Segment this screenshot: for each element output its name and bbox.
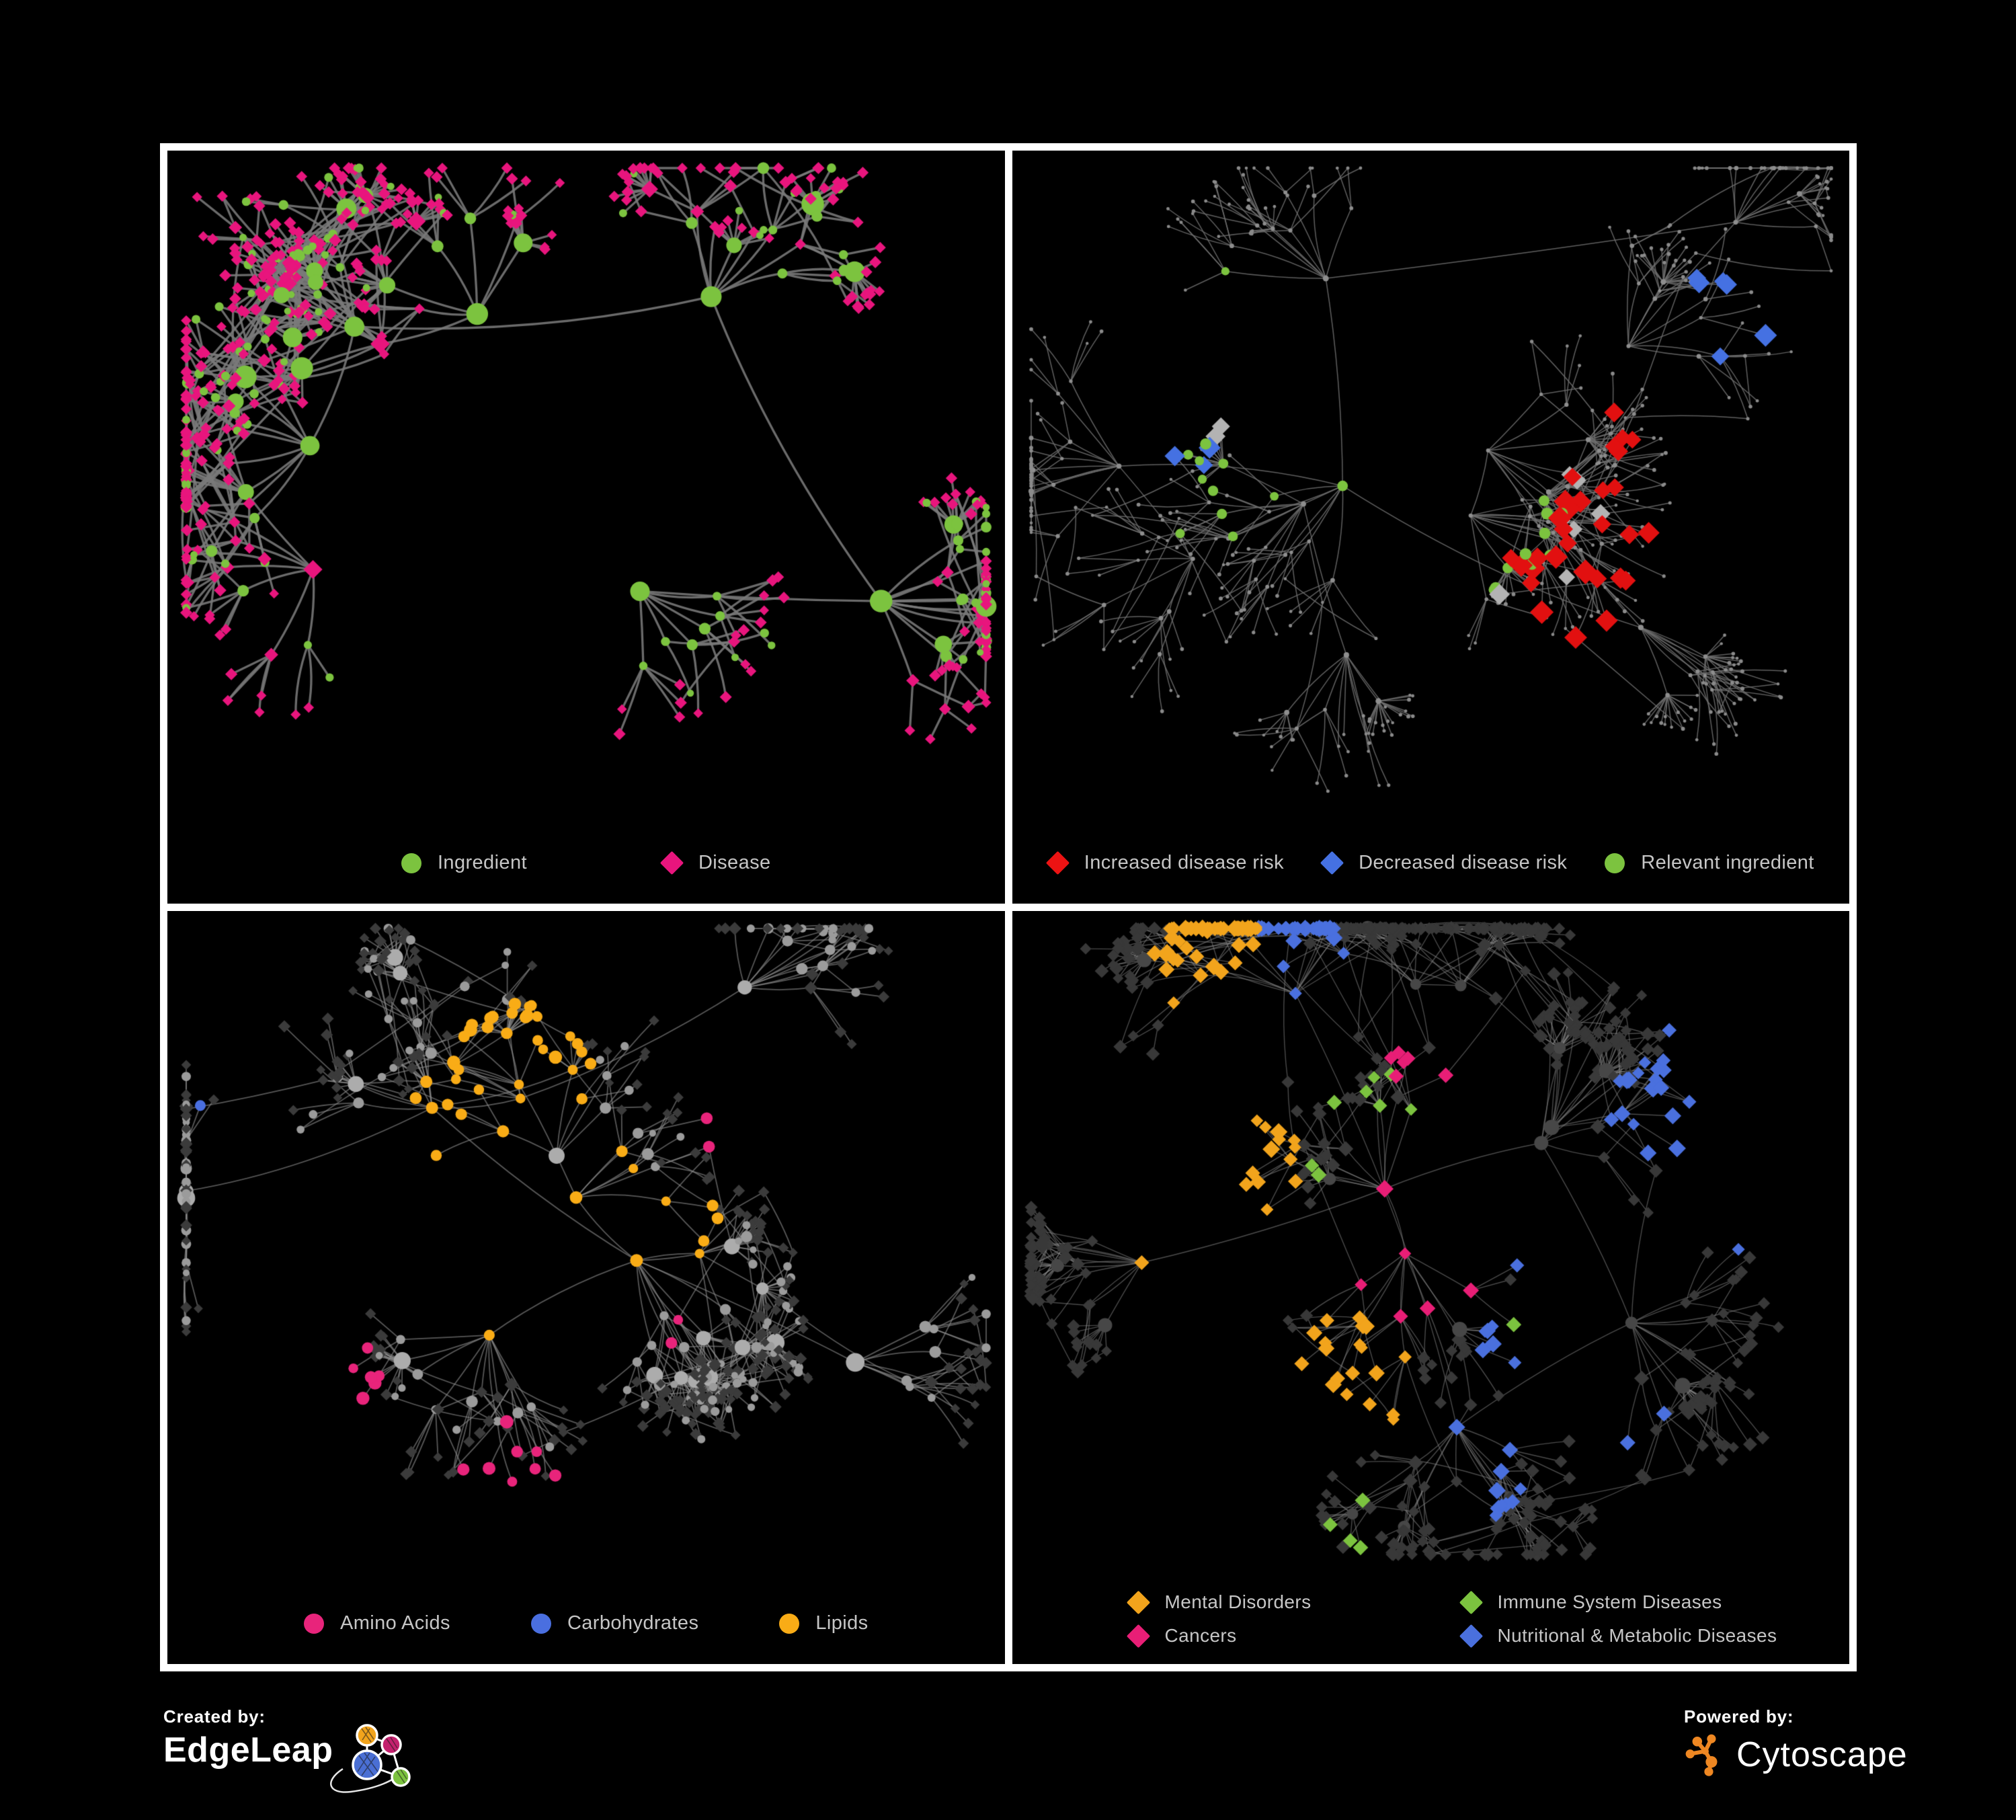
panel-nutrient-classes: Amino Acids Carbohydrates Lipids: [167, 911, 1005, 1664]
legend-label-relevant-ingredient: Relevant ingredient: [1641, 852, 1814, 873]
edgeleap-wordmark: EdgeLeap: [163, 1731, 333, 1770]
legend-label-lipids: Lipids: [815, 1612, 869, 1634]
edgeleap-credit: Created by: EdgeLeap: [163, 1706, 437, 1804]
legend-nutrient-classes: Amino Acids Carbohydrates Lipids: [167, 1612, 1005, 1634]
legend-label-decreased-risk: Decreased disease risk: [1359, 852, 1568, 873]
legend-item-decreased-risk: Decreased disease risk: [1320, 850, 1568, 875]
cytoscape-wordmark: Cytoscape: [1736, 1735, 1908, 1774]
legend-item-immune-system-diseases: Immune System Diseases: [1459, 1590, 1777, 1614]
legend-item-relevant-ingredient: Relevant ingredient: [1605, 852, 1814, 874]
legend-item-ingredient: Ingredient: [401, 852, 527, 874]
cancers-diamond-icon: [1126, 1624, 1150, 1648]
decreased-risk-diamond-icon: [1320, 850, 1344, 875]
legend-label-disease: Disease: [698, 852, 771, 873]
powered-by-label: Powered by:: [1684, 1706, 1794, 1727]
legend-label-mental-disorders: Mental Disorders: [1164, 1591, 1312, 1612]
mental-disorders-diamond-icon: [1126, 1590, 1150, 1614]
nutritional-metabolic-diseases-diamond-icon: [1459, 1624, 1483, 1648]
panel-ingredient-disease: Ingredient Disease: [167, 151, 1005, 904]
carbohydrates-circle-icon: [530, 1613, 551, 1634]
amino-acids-circle-icon: [303, 1613, 324, 1634]
legend-item-carbohydrates: Carbohydrates: [530, 1612, 699, 1634]
network-canvas-ingredient-disease: [167, 151, 1005, 904]
legend-item-cancers: Cancers: [1126, 1624, 1434, 1648]
network-canvas-disease-risk: [1012, 151, 1849, 904]
legend-ingredient-disease: Ingredient Disease: [167, 850, 1005, 875]
legend-disease-categories: Mental Disorders Immune System Diseases …: [1126, 1590, 1777, 1648]
edgeleap-logo-icon: [329, 1724, 411, 1793]
legend-item-mental-disorders: Mental Disorders: [1126, 1590, 1434, 1614]
lipids-circle-icon: [779, 1613, 800, 1634]
panel-disease-categories: Mental Disorders Immune System Diseases …: [1012, 911, 1849, 1664]
panels-grid: Ingredient Disease Increased disease ris…: [160, 143, 1857, 1671]
legend-label-immune-system-diseases: Immune System Diseases: [1497, 1591, 1722, 1612]
legend-item-amino-acids: Amino Acids: [303, 1612, 450, 1634]
legend-item-increased-risk: Increased disease risk: [1045, 850, 1285, 875]
legend-disease-risk: Increased disease risk Decreased disease…: [1012, 850, 1850, 875]
increased-risk-diamond-icon: [1045, 850, 1070, 875]
legend-item-nutritional-metabolic-diseases: Nutritional & Metabolic Diseases: [1459, 1624, 1777, 1648]
relevant-ingredient-circle-icon: [1605, 853, 1625, 873]
legend-item-lipids: Lipids: [779, 1612, 868, 1634]
legend-label-amino-acids: Amino Acids: [339, 1612, 450, 1634]
network-canvas-disease-categories: [1012, 911, 1849, 1664]
legend-label-nutritional-metabolic-diseases: Nutritional & Metabolic Diseases: [1497, 1625, 1777, 1646]
cytoscape-logo-icon: [1685, 1734, 1718, 1776]
panel-disease-risk: Increased disease risk Decreased disease…: [1012, 151, 1850, 904]
network-canvas-nutrient-classes: [167, 911, 1005, 1664]
legend-label-carbohydrates: Carbohydrates: [567, 1612, 699, 1634]
legend-label-increased-risk: Increased disease risk: [1084, 852, 1285, 873]
legend-label-ingredient: Ingredient: [437, 852, 527, 873]
ingredient-circle-icon: [401, 853, 421, 873]
created-by-label: Created by:: [163, 1706, 266, 1727]
cytoscape-credit: Powered by: Cytoscape: [1684, 1706, 1908, 1777]
legend-label-cancers: Cancers: [1164, 1625, 1237, 1646]
disease-diamond-icon: [659, 850, 684, 875]
immune-system-diseases-diamond-icon: [1459, 1590, 1483, 1614]
legend-item-disease: Disease: [659, 850, 771, 875]
